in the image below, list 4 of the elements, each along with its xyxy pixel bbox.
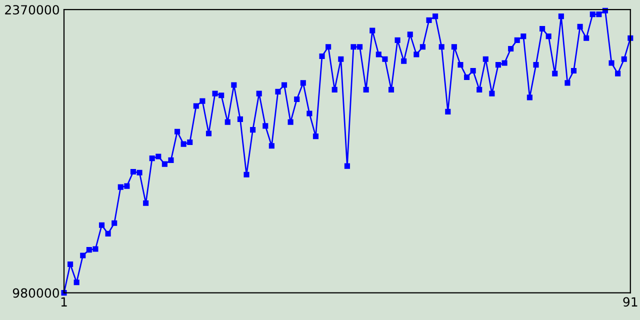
y-tick-label: 980000	[12, 288, 59, 298]
y-tick-label: 2370000	[5, 5, 59, 15]
x-tick-label: 91	[623, 297, 638, 307]
x-tick-label: 1	[61, 297, 67, 306]
